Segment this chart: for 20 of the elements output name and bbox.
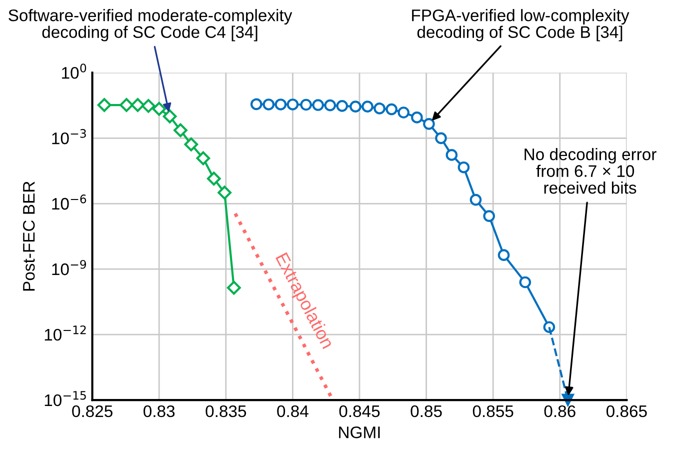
x-axis-title: NGMI <box>339 426 380 438</box>
y-tick-label: 10$^{−15}$ <box>44 391 86 406</box>
x-tick-label: 0.825 <box>72 405 112 418</box>
y-tick-label: 10$^{−12}$ <box>44 325 86 341</box>
y-tick-label: 10$^{−9}$ <box>52 260 86 276</box>
y-tick-label: 10$^{−3}$ <box>52 129 86 144</box>
annotation: Software-verified moderate-complexity decoding of SC Code C4 [34] <box>8 9 292 42</box>
x-tick-label: 0.86 <box>544 405 576 418</box>
x-tick-label: 0.855 <box>472 405 514 418</box>
annotation: No decoding error from 6.7 × 10 received bits <box>524 148 656 194</box>
y-tick-label: 10$^{0}$ <box>62 64 86 79</box>
y-axis-title: Post-FEC BER <box>22 182 35 291</box>
y-tick-label: 10$^{−6}$ <box>52 194 86 210</box>
x-tick-label: 0.845 <box>339 405 380 418</box>
x-tick-label: 0.85 <box>410 405 442 418</box>
x-tick-label: 0.865 <box>606 405 647 418</box>
annotation: FPGA-verified low-complexity decoding of SC Code B [34] <box>412 9 630 42</box>
x-tick-label: 0.84 <box>277 405 308 418</box>
x-tick-label: 0.835 <box>206 405 246 418</box>
x-tick-label: 0.83 <box>144 405 175 418</box>
